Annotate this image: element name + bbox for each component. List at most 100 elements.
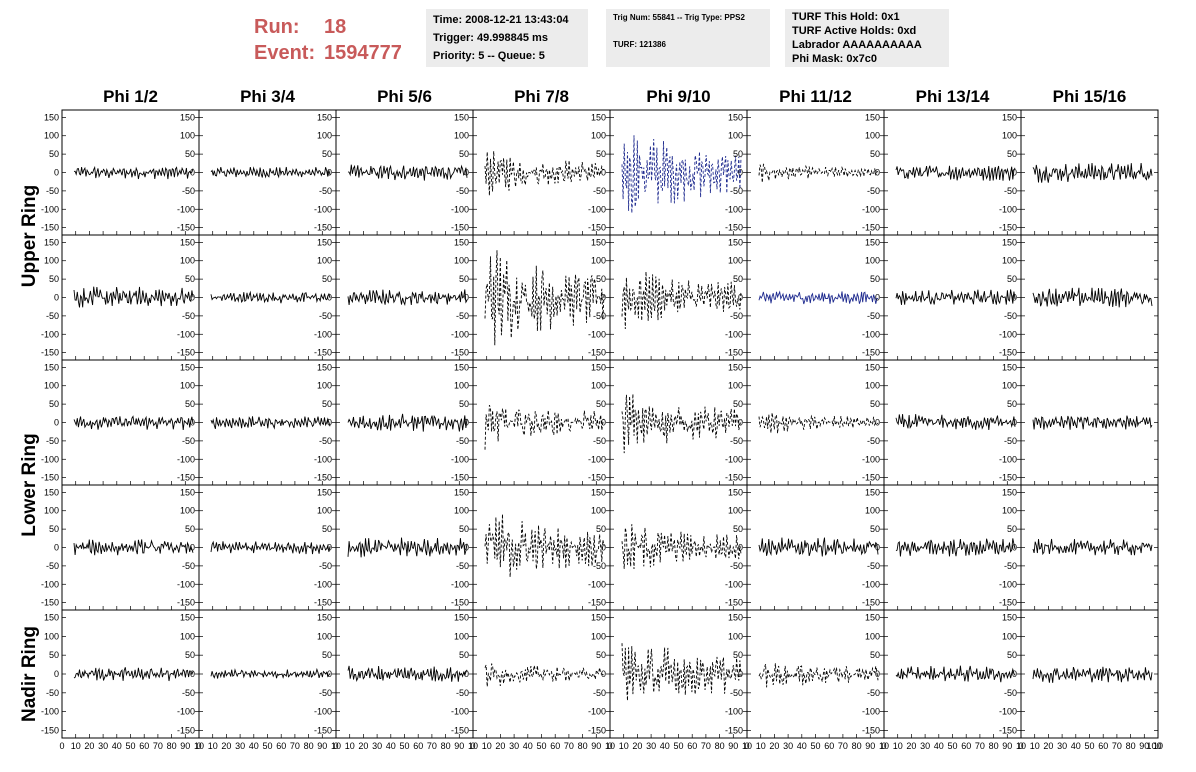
y-tick-label: 0 bbox=[875, 543, 880, 553]
x-tick-label: 10 bbox=[194, 741, 204, 751]
y-tick-label: -100 bbox=[41, 454, 59, 464]
y-tick-label: 0 bbox=[601, 669, 606, 679]
y-tick-label: 50 bbox=[596, 274, 606, 284]
x-tick-label: 30 bbox=[98, 741, 108, 751]
y-tick-label: -50 bbox=[319, 311, 332, 321]
y-tick-label: 50 bbox=[870, 399, 880, 409]
x-tick-label: 20 bbox=[632, 741, 642, 751]
panel-frame bbox=[609, 484, 748, 611]
waveform-series bbox=[1032, 287, 1153, 308]
y-tick-label: -150 bbox=[725, 348, 743, 358]
waveform-series bbox=[210, 166, 331, 179]
y-tick-label: 150 bbox=[1002, 237, 1017, 247]
y-tick-label: -100 bbox=[999, 579, 1017, 589]
waveform-series bbox=[1032, 415, 1153, 430]
waveform-series bbox=[73, 165, 194, 180]
y-tick-label: 150 bbox=[728, 362, 743, 372]
y-tick-label: 100 bbox=[454, 381, 469, 391]
x-tick-label: 70 bbox=[838, 741, 848, 751]
y-tick-label: 0 bbox=[327, 418, 332, 428]
y-tick-label: 100 bbox=[865, 131, 880, 141]
phi-mask-text: Phi Mask: 0x7c0 bbox=[792, 53, 877, 65]
x-tick-label: 80 bbox=[715, 741, 725, 751]
waveform-series bbox=[73, 667, 194, 682]
x-tick-label: 50 bbox=[673, 741, 683, 751]
y-tick-label: -100 bbox=[177, 329, 195, 339]
y-tick-label: -150 bbox=[314, 598, 332, 608]
y-tick-label: 100 bbox=[728, 506, 743, 516]
phi-header-7: Phi 13/14 bbox=[915, 87, 990, 106]
x-tick-label: 60 bbox=[413, 741, 423, 751]
y-tick-label: -150 bbox=[177, 473, 195, 483]
x-tick-label: 60 bbox=[139, 741, 149, 751]
y-tick-label: 50 bbox=[459, 149, 469, 159]
y-tick-label: 50 bbox=[596, 399, 606, 409]
y-tick-label: -50 bbox=[1004, 561, 1017, 571]
y-tick-label: 0 bbox=[738, 418, 743, 428]
y-tick-label: 0 bbox=[601, 418, 606, 428]
y-tick-label: 0 bbox=[464, 543, 469, 553]
y-tick-label: 50 bbox=[1007, 274, 1017, 284]
y-tick-label: -150 bbox=[314, 348, 332, 358]
y-tick-label: 150 bbox=[180, 487, 195, 497]
x-tick-label: 10 bbox=[756, 741, 766, 751]
y-tick-label: 100 bbox=[591, 381, 606, 391]
x-tick-label: 0 bbox=[59, 741, 64, 751]
y-tick-label: 100 bbox=[728, 631, 743, 641]
y-tick-label: -150 bbox=[451, 598, 469, 608]
y-tick-label: -150 bbox=[177, 348, 195, 358]
y-tick-label: -50 bbox=[456, 561, 469, 571]
y-tick-label: -100 bbox=[862, 454, 880, 464]
x-tick-label: 20 bbox=[906, 741, 916, 751]
y-tick-label: 150 bbox=[454, 487, 469, 497]
y-tick-label: -150 bbox=[451, 473, 469, 483]
y-tick-label: 0 bbox=[601, 293, 606, 303]
y-tick-label: -50 bbox=[867, 561, 880, 571]
y-tick-label: 100 bbox=[454, 506, 469, 516]
y-tick-label: 50 bbox=[185, 524, 195, 534]
y-tick-label: 0 bbox=[464, 418, 469, 428]
y-tick-label: 100 bbox=[180, 131, 195, 141]
y-tick-label: 0 bbox=[464, 669, 469, 679]
y-tick-label: -150 bbox=[588, 348, 606, 358]
y-tick-label: -100 bbox=[862, 579, 880, 589]
x-tick-label: 90 bbox=[1139, 741, 1149, 751]
y-tick-label: 100 bbox=[44, 506, 59, 516]
x-tick-label: 10 bbox=[482, 741, 492, 751]
y-tick-label: -150 bbox=[999, 348, 1017, 358]
y-tick-label: -100 bbox=[725, 707, 743, 717]
waveform-series bbox=[210, 667, 331, 679]
x-tick-label: 50 bbox=[810, 741, 820, 751]
y-tick-label: -100 bbox=[725, 204, 743, 214]
y-tick-label: -100 bbox=[862, 204, 880, 214]
x-tick-label: 10 bbox=[1030, 741, 1040, 751]
y-tick-label: 150 bbox=[454, 362, 469, 372]
y-tick-label: -150 bbox=[451, 725, 469, 735]
y-tick-label: 0 bbox=[1012, 669, 1017, 679]
y-tick-label: -50 bbox=[730, 561, 743, 571]
y-tick-label: -50 bbox=[456, 311, 469, 321]
waveform-series bbox=[347, 164, 468, 181]
y-tick-label: -50 bbox=[593, 311, 606, 321]
y-tick-label: -100 bbox=[862, 707, 880, 717]
y-tick-label: 0 bbox=[54, 669, 59, 679]
y-tick-label: 0 bbox=[464, 168, 469, 178]
y-tick-label: 0 bbox=[601, 543, 606, 553]
x-tick-label: 80 bbox=[1126, 741, 1136, 751]
y-tick-label: 50 bbox=[185, 274, 195, 284]
y-tick-label: -50 bbox=[730, 186, 743, 196]
y-tick-label: 150 bbox=[865, 362, 880, 372]
y-tick-label: -100 bbox=[41, 579, 59, 589]
x-tick-label: 90 bbox=[454, 741, 464, 751]
y-tick-label: 50 bbox=[1007, 524, 1017, 534]
y-tick-label: 50 bbox=[733, 149, 743, 159]
y-tick-label: -100 bbox=[177, 204, 195, 214]
x-tick-label: 60 bbox=[687, 741, 697, 751]
x-tick-label: 90 bbox=[865, 741, 875, 751]
y-tick-label: 0 bbox=[190, 669, 195, 679]
y-tick-label: 0 bbox=[54, 293, 59, 303]
turf-text: TURF: 121386 bbox=[613, 40, 666, 49]
x-tick-label: 50 bbox=[536, 741, 546, 751]
y-tick-label: 50 bbox=[733, 274, 743, 284]
y-tick-label: -150 bbox=[588, 598, 606, 608]
